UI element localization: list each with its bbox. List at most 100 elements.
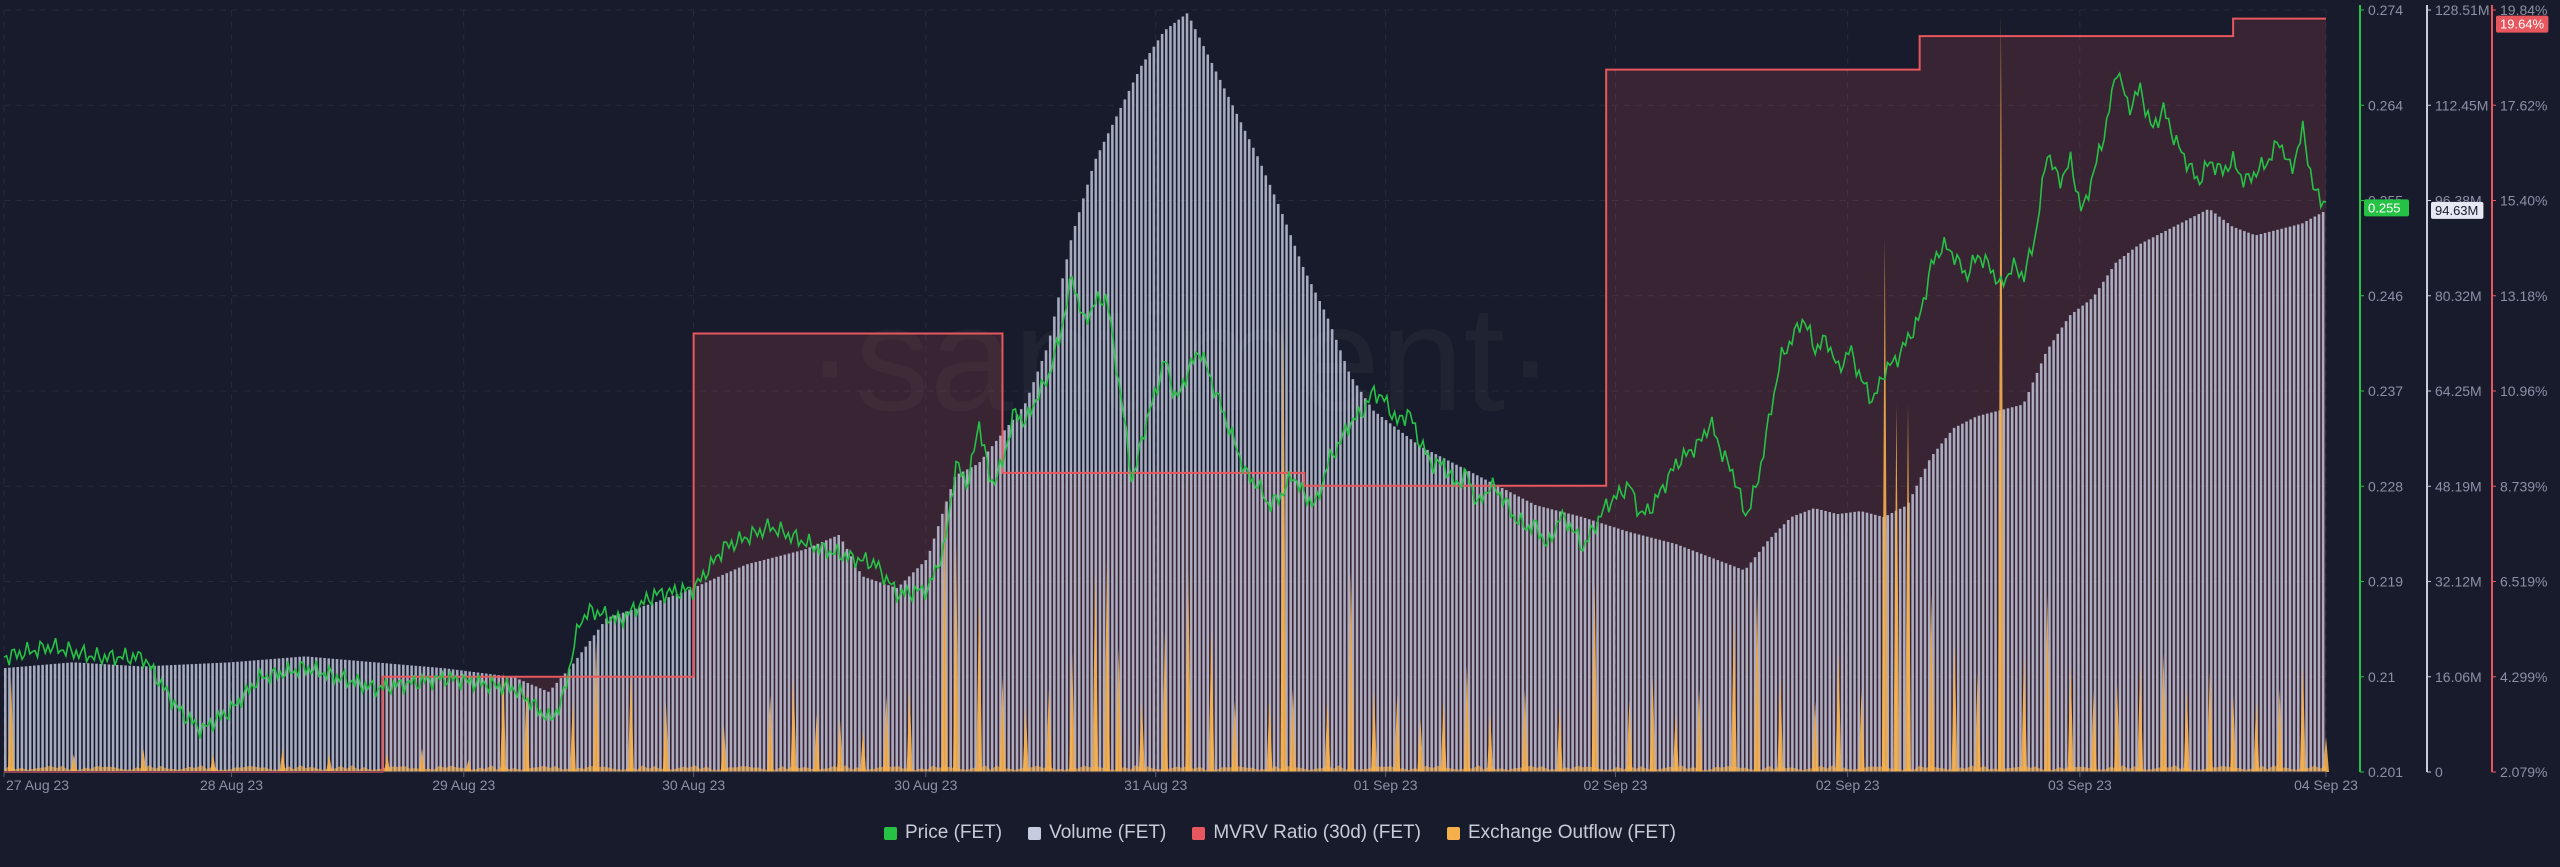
volume-bar [1948, 432, 1952, 772]
volume-bar [1604, 524, 1608, 772]
outflow-spike [790, 677, 797, 772]
volume-bar [298, 656, 301, 772]
volume-bar [2238, 229, 2242, 772]
volume-bar [414, 665, 418, 772]
volume-bar [1343, 360, 1346, 772]
volume-bar [2209, 210, 2213, 773]
volume-bar [1741, 569, 1744, 772]
volume-bar [1675, 544, 1678, 772]
volume-bar [306, 656, 310, 772]
volume-bar [1169, 26, 1172, 773]
legend-item[interactable]: Exchange Outflow (FET) [1446, 822, 1676, 844]
volume-bar [534, 686, 538, 772]
volume-bar [1019, 409, 1023, 772]
price-axis-tick-label: 0.228 [2368, 478, 2403, 494]
volume-bar [667, 597, 670, 772]
volume-bar [261, 659, 264, 772]
volume-bar [696, 586, 700, 772]
legend-item[interactable]: MVRV Ratio (30d) (FET) [1192, 822, 1421, 844]
legend-item[interactable]: Price (FET) [884, 822, 1002, 844]
outflow-spike [140, 748, 147, 772]
volume-bar [111, 664, 115, 772]
volume-bar [66, 662, 69, 772]
legend-label: Price (FET) [905, 822, 1003, 843]
volume-bar [1650, 537, 1653, 772]
volume-bar [1774, 532, 1778, 772]
volume-bar [1923, 468, 1927, 772]
volume-current-badge: 94.63M [2435, 203, 2478, 218]
volume-bar [646, 604, 650, 772]
volume-bar [1131, 82, 1135, 773]
volume-bar [1322, 309, 1326, 772]
outflow-spike [1626, 700, 1633, 772]
volume-bar [2172, 226, 2176, 772]
volume-bar [982, 456, 986, 772]
volume-bar [232, 662, 235, 772]
volume-bar [1335, 339, 1338, 772]
volume-bar [1778, 528, 1782, 772]
volume-bar [190, 664, 194, 772]
volume-series [4, 13, 2325, 773]
volume-bar [281, 658, 285, 772]
volume-bar [563, 673, 567, 772]
volume-bar [2168, 228, 2172, 772]
volume-bar [455, 669, 459, 772]
outflow-spike [1022, 706, 1029, 772]
volume-bar [144, 666, 148, 772]
outflow-spike [1905, 404, 1911, 772]
volume-bar [816, 543, 820, 772]
volume-bar [1579, 516, 1583, 772]
volume-bar [2230, 226, 2234, 773]
volume-bar [1156, 40, 1160, 772]
outflow-spike [1280, 315, 1287, 772]
volume-bar [103, 664, 107, 772]
volume-bar [1210, 63, 1214, 772]
volume-bar [1305, 275, 1309, 772]
volume-bar [1123, 99, 1127, 773]
volume-bar [244, 661, 248, 772]
volume-bar [1057, 297, 1060, 772]
volume-bar [1990, 412, 1993, 772]
volume-bar [451, 669, 455, 772]
volume-bar [2122, 256, 2126, 772]
outflow-spike [1835, 653, 1842, 772]
volume-bar [671, 595, 675, 772]
legend-swatch [884, 826, 897, 840]
x-tick-label: 01 Sep 23 [1354, 777, 1418, 793]
volume-bar [37, 665, 40, 772]
volume-bar [970, 467, 973, 772]
volume-bar [1330, 329, 1334, 772]
volume-bar [1077, 212, 1081, 772]
price-current-badge-bg [2364, 199, 2409, 217]
volume-bar [99, 663, 102, 772]
volume-bar [1090, 170, 1093, 772]
exchange-outflow-series [4, 13, 2329, 773]
volume-bar [1048, 335, 1052, 772]
volume-bar [1194, 29, 1197, 773]
volume-bar [1878, 515, 1881, 772]
volume-bar [1724, 563, 1728, 772]
volume-bar [1927, 460, 1931, 772]
volume-bar [1393, 426, 1396, 772]
volume-bar [327, 658, 330, 772]
outflow-spike [2276, 689, 2283, 772]
volume-bar [418, 666, 422, 772]
volume-bar [45, 664, 49, 772]
volume-bar [74, 662, 78, 772]
volume-bar [1952, 427, 1956, 772]
volume-bar [2064, 321, 2068, 772]
outflow-spike [1069, 653, 1076, 772]
legend-item[interactable]: Volume (FET) [1028, 822, 1166, 844]
volume-bar [1297, 256, 1301, 773]
volume-bar [1061, 278, 1064, 772]
volume-bar [1492, 483, 1496, 772]
volume-axis-tick-label: 32.12M [2435, 574, 2482, 590]
volume-bar [2089, 299, 2093, 772]
volume-bar [2259, 234, 2263, 772]
volume-bar [725, 573, 729, 772]
volume-bar [1247, 139, 1251, 773]
volume-bar [1364, 398, 1367, 772]
volume-bar [1521, 498, 1525, 772]
y-axes: 0.274 0.264 0.255 0.246 0.237 0.228 0.219 0.21 0… [2359, 2, 2547, 780]
